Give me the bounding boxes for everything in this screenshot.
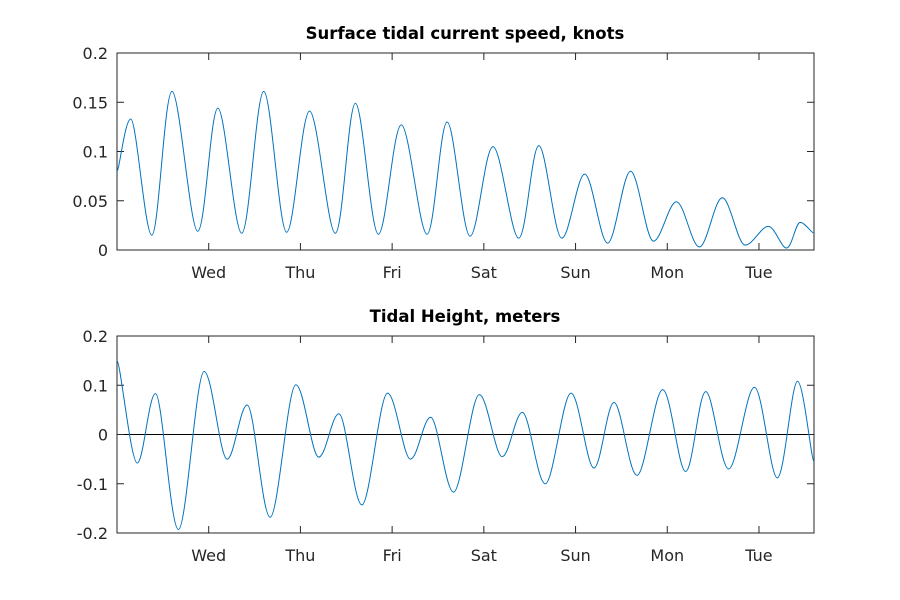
tidal-height-ytick-label: 0.2 (83, 327, 108, 346)
tidal-height-xtick-label: Sat (471, 546, 497, 565)
current-speed-ytick-label: 0 (98, 241, 108, 260)
tidal-height-axes: Tidal Height, meters -0.2 -0.1 0 0.1 0.2 Wed T… (77, 307, 815, 565)
tidal-height-xtick-label: Fri (383, 546, 402, 565)
current-speed-xtick-label: Wed (191, 263, 226, 282)
current-speed-ytick-label: 0.15 (72, 93, 108, 112)
tidal-height-xtick-label: Mon (650, 546, 684, 565)
tidal-height-xtick-label: Wed (191, 546, 226, 565)
current-speed-plot-area (116, 52, 815, 251)
current-speed-xtick-label: Sat (471, 263, 497, 282)
tidal-height-ytick-label: -0.1 (77, 475, 108, 494)
current-speed-series-line (116, 90, 815, 249)
tidal-height-ytick-label: 0 (98, 426, 108, 445)
tidal-height-title: Tidal Height, meters (370, 307, 561, 326)
tidal-height-ticks: -0.2 -0.1 0 0.1 0.2 Wed Thu Fri Sat Sun Mon Tue (77, 327, 814, 565)
current-speed-ytick-label: 0.2 (83, 44, 108, 63)
tidal-height-xtick-label: Thu (284, 546, 315, 565)
tidal-height-ytick-label: 0.1 (83, 376, 108, 395)
tidal-height-xtick-label: Sun (560, 546, 590, 565)
current-speed-ytick-label: 0.05 (72, 192, 108, 211)
current-speed-xtick-label: Thu (284, 263, 315, 282)
current-speed-ytick-label: 0.1 (83, 143, 108, 162)
tidal-height-series-line (116, 360, 815, 531)
current-speed-xtick-label: Fri (383, 263, 402, 282)
current-speed-title: Surface tidal current speed, knots (306, 24, 625, 43)
current-speed-xtick-label: Tue (744, 263, 772, 282)
current-speed-axes: Surface tidal current speed, knots 0 0.05… (72, 24, 815, 282)
tidal-height-xtick-label: Tue (744, 546, 772, 565)
current-speed-xtick-label: Mon (650, 263, 684, 282)
current-speed-xtick-label: Sun (560, 263, 590, 282)
current-speed-ticks: 0 0.05 0.1 0.15 0.2 Wed Thu Fri Sat Sun Mon Tue (72, 44, 814, 282)
tidal-height-ytick-label: -0.2 (77, 524, 108, 543)
